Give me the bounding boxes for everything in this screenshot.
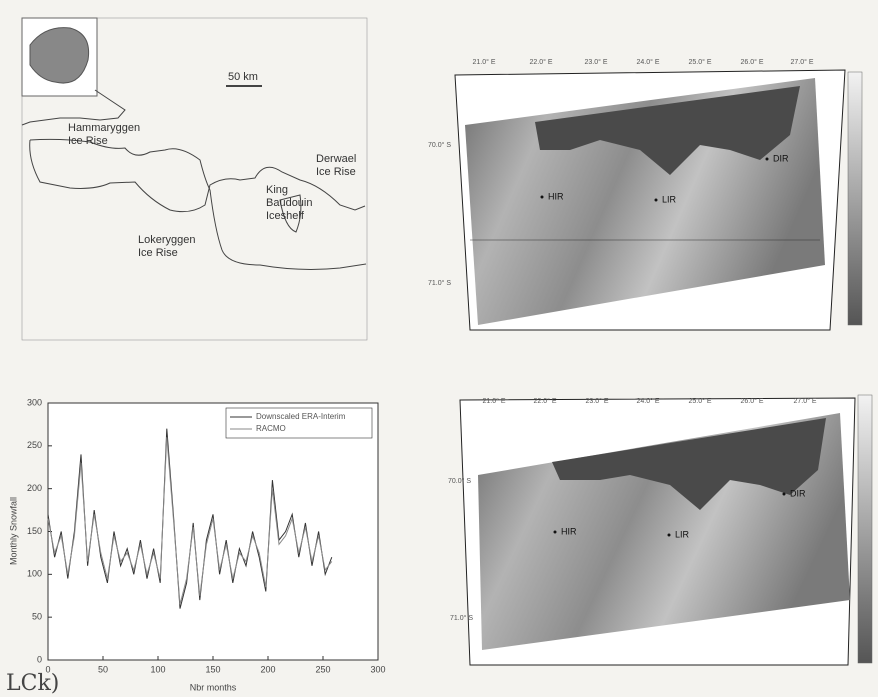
site-marker: [541, 196, 544, 199]
site-label: DIR: [790, 488, 806, 498]
longitude-label: 24.0° E: [636, 397, 659, 405]
longitude-label: 23.0° E: [585, 397, 608, 405]
x-tick-label: 150: [205, 664, 220, 674]
latitude-label: 71.0° S: [450, 614, 473, 622]
y-tick-label: 250: [27, 440, 42, 450]
longitude-label: 21.0° E: [472, 58, 495, 66]
legend-label: RACMO: [256, 424, 286, 433]
site-label: LIR: [675, 529, 690, 539]
site-marker: [668, 534, 671, 537]
x-tick-label: 250: [315, 664, 330, 674]
site-label: HIR: [548, 191, 564, 201]
coast-map: [22, 18, 367, 340]
site-label: LIR: [662, 194, 677, 204]
latitude-label: 71.0° S: [428, 279, 451, 287]
longitude-label: 27.0° E: [793, 397, 816, 405]
longitude-label: 23.0° E: [584, 58, 607, 66]
handwritten-note: LCk): [6, 671, 59, 696]
site-label: HIR: [561, 526, 577, 536]
y-tick-label: 300: [27, 397, 42, 407]
y-tick-label: 100: [27, 569, 42, 579]
x-tick-label: 0: [45, 664, 50, 674]
snowfall-map-2: [460, 395, 872, 665]
longitude-label: 21.0° E: [482, 397, 505, 405]
x-tick-label: 200: [260, 664, 275, 674]
longitude-label: 27.0° E: [790, 58, 813, 66]
site-marker: [766, 158, 769, 161]
longitude-label: 25.0° E: [688, 397, 711, 405]
site-marker: [655, 199, 658, 202]
page: {"map": {"scale_label": "50 km", "labels…: [0, 0, 878, 697]
y-tick-label: 200: [27, 483, 42, 493]
y-tick-label: 50: [32, 612, 42, 622]
map-label: Baudouin: [266, 197, 313, 209]
map-label: Lokeryggen: [138, 234, 196, 246]
longitude-label: 25.0° E: [688, 58, 711, 66]
site-label: DIR: [773, 153, 789, 163]
x-tick-label: 50: [98, 664, 108, 674]
figure: Monthly Snowfall Nbr months LCk) 50 km H…: [0, 0, 878, 697]
latitude-label: 70.0° S: [428, 141, 451, 149]
map-label: King: [266, 184, 288, 196]
legend-label: Downscaled ERA-Interim: [256, 412, 346, 421]
x-tick-label: 100: [150, 664, 165, 674]
latitude-label: 70.0° S: [448, 477, 471, 485]
map-label: Ice Rise: [316, 166, 356, 178]
map-label: Derwael: [316, 153, 356, 165]
map-label: Iceshelf: [266, 210, 305, 222]
longitude-label: 24.0° E: [636, 58, 659, 66]
x-tick-label: 300: [370, 664, 385, 674]
x-axis-label: Nbr months: [190, 682, 237, 692]
longitude-label: 26.0° E: [740, 397, 763, 405]
y-axis-label: Monthly Snowfall: [8, 497, 18, 565]
y-tick-label: 150: [27, 526, 42, 536]
map-label: Ice Rise: [138, 247, 178, 259]
map-label: Hammaryggen: [68, 122, 140, 134]
site-marker: [783, 493, 786, 496]
longitude-label: 22.0° E: [533, 397, 556, 405]
map-label: Ice Rise: [68, 135, 108, 147]
site-marker: [554, 531, 557, 534]
y-tick-label: 0: [37, 654, 42, 664]
longitude-label: 26.0° E: [740, 58, 763, 66]
snowfall-map-1: [455, 70, 862, 330]
longitude-label: 22.0° E: [529, 58, 552, 66]
scale-label: 50 km: [228, 71, 258, 83]
